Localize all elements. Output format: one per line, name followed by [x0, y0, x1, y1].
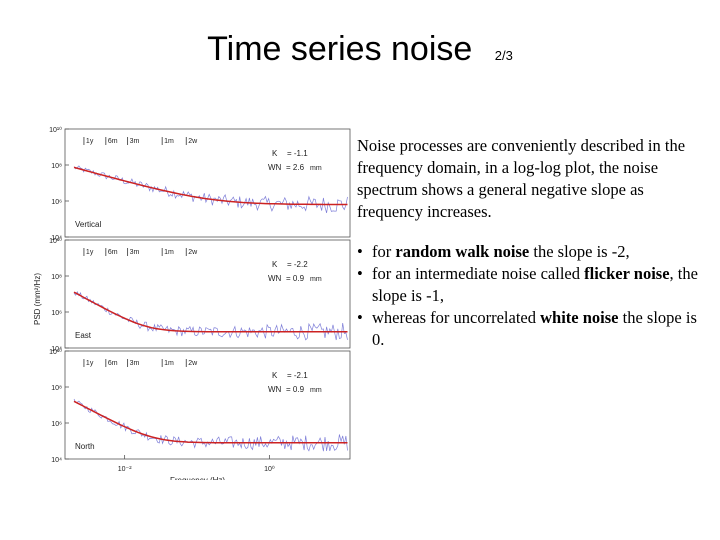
bullet-list: • for random walk noise the slope is -2, …	[357, 241, 702, 351]
x-tick-label: 10⁻²	[118, 466, 132, 473]
y-axis-label: PSD (mm²/Hz)	[33, 273, 42, 325]
period-marker-label: 1y	[86, 360, 94, 367]
wn-label: WN	[268, 274, 282, 283]
bold-term: white noise	[540, 308, 619, 327]
bullet-item: • whereas for uncorrelated white noise th…	[357, 308, 697, 349]
bold-term: flicker noise	[584, 264, 670, 283]
period-marker-label: 2w	[188, 138, 198, 145]
bullet-glyph: •	[357, 264, 363, 283]
bullet-glyph: •	[357, 308, 363, 327]
k-label: K	[272, 371, 278, 380]
wn-unit: mm	[310, 276, 322, 283]
period-marker-label: 6m	[108, 138, 118, 145]
intro-paragraph: Noise processes are conveniently describ…	[357, 136, 686, 221]
slide-title: Time series noise 2/3	[0, 30, 720, 69]
wn-value: = 0.9	[286, 385, 305, 394]
period-marker-label: 1m	[164, 249, 174, 256]
psd-figure: 10¹⁰ 10⁸ 10⁶ 10⁴ 1y 6m 3m 1m 2w K = -1.1 WN = 2.6 mm V…	[28, 118, 420, 485]
y-tick-label: 10⁸	[51, 163, 62, 170]
title-text: Time series noise	[207, 30, 473, 68]
bullet-glyph: •	[357, 242, 363, 261]
y-tick-label: 10⁴	[51, 457, 62, 464]
period-marker-label: 3m	[130, 360, 140, 367]
component-label: North	[75, 442, 95, 451]
text-body: Noise processes are conveniently describ…	[357, 135, 702, 351]
period-marker-label: 1m	[164, 360, 174, 367]
k-label: K	[272, 149, 278, 158]
k-value: = -1.1	[287, 149, 308, 158]
psd-chart: 10¹⁰ 10⁸ 10⁶ 10⁴ 1y 6m 3m 1m 2w K = -1.1 WN = 2.6 mm V…	[33, 126, 420, 485]
y-tick-label: 10⁴	[51, 346, 62, 353]
page-number: 2/3	[494, 48, 513, 63]
k-value: = -2.2	[287, 260, 308, 269]
observed-spectrum	[73, 165, 348, 213]
period-marker-label: 3m	[130, 138, 140, 145]
wn-value: = 2.6	[286, 163, 305, 172]
k-label: K	[272, 260, 278, 269]
y-tick-label: 10⁸	[51, 385, 62, 392]
y-tick-label: 10⁶	[51, 199, 62, 206]
y-tick-label: 10¹⁰	[49, 237, 62, 245]
k-value: = -2.1	[287, 371, 308, 380]
wn-unit: mm	[310, 165, 322, 172]
wn-value: = 0.9	[286, 274, 305, 283]
panel-frame	[64, 128, 351, 238]
y-tick-label: 10⁶	[51, 310, 62, 317]
panel-frame	[64, 239, 351, 349]
x-axis-label: Frequency (Hz)	[170, 476, 225, 480]
observed-spectrum	[73, 290, 348, 341]
bullet-item: • for random walk noise the slope is -2,	[357, 242, 630, 261]
model-fit-line	[73, 400, 348, 444]
period-marker-label: 1y	[86, 138, 94, 145]
component-label: Vertical	[75, 220, 101, 229]
component-label: East	[75, 331, 92, 340]
y-tick-label: 10⁸	[51, 274, 62, 281]
model-fit-line	[73, 166, 348, 206]
wn-label: WN	[268, 385, 282, 394]
period-marker-label: 6m	[108, 360, 118, 367]
panel-frame	[64, 350, 351, 460]
period-marker-label: 3m	[130, 249, 140, 256]
period-marker-label: 1y	[86, 249, 94, 256]
model-fit-line	[73, 291, 348, 333]
x-tick-label: 10⁰	[264, 465, 275, 473]
period-marker-label: 2w	[188, 360, 198, 367]
y-tick-label: 10¹⁰	[49, 348, 62, 356]
y-tick-label: 10⁶	[51, 421, 62, 428]
bullet-item: • for an intermediate noise called flicke…	[357, 264, 698, 305]
y-tick-label: 10⁴	[51, 235, 62, 242]
period-marker-label: 2w	[188, 249, 198, 256]
wn-label: WN	[268, 163, 282, 172]
bold-term: random walk noise	[395, 242, 530, 261]
wn-unit: mm	[310, 387, 322, 394]
y-tick-label: 10¹⁰	[49, 126, 62, 134]
period-marker-label: 1m	[164, 138, 174, 145]
period-marker-label: 6m	[108, 249, 118, 256]
